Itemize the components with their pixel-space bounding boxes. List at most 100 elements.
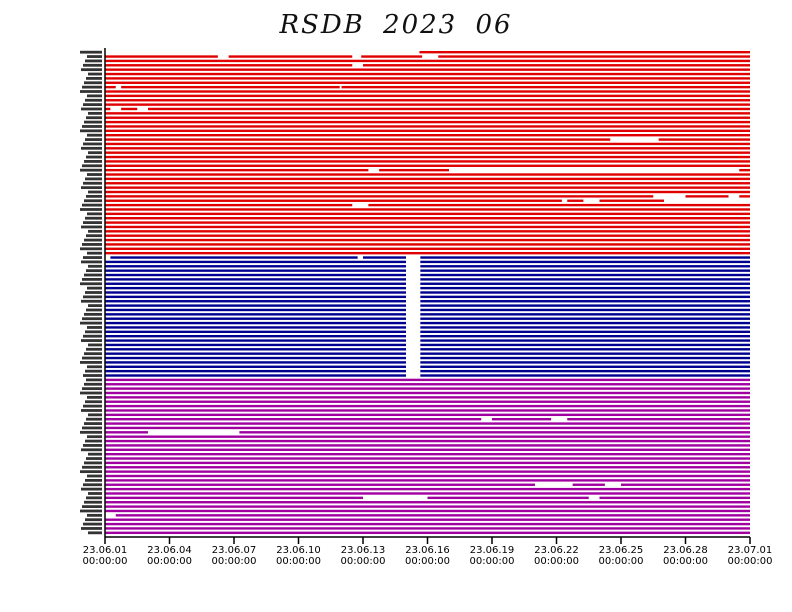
data-bar-g2-row20-seg1 [105,339,406,342]
data-bar-g2-row24-seg1 [105,356,406,360]
data-bar-g2-row9-seg1 [105,291,406,294]
data-bar-g3-row21-seg1 [105,466,750,469]
data-bar-g2-row11-seg2 [420,300,750,303]
station-label-g3-row1 [86,378,102,382]
data-bar-g1-row5-seg1 [105,68,750,71]
data-bar-g1-row30-seg1 [105,177,750,181]
data-bar-g1-row42-seg1 [105,230,750,233]
data-bar-g3-row22-seg1 [105,470,750,473]
data-bar-g2-row6-seg2 [420,278,750,281]
station-label-g1-row30 [85,177,102,181]
data-bar-g1-row36-seg1 [105,203,353,207]
data-bar-g2-row28-seg1 [105,374,406,377]
data-bar-g2-row5-seg2 [420,273,750,277]
station-label-g1-row18 [82,125,102,128]
data-bar-g2-row22-seg2 [420,348,750,351]
station-label-g1-row24 [88,151,102,155]
x-tick-time-6: 00:00:00 [405,556,450,567]
station-label-g2-row8 [87,286,102,290]
data-bar-g2-row2-seg2 [420,260,750,264]
data-bar-g1-row2-seg3 [361,55,423,58]
data-bar-g3-row30-seg1 [105,505,750,508]
data-bar-g2-row14-seg2 [420,313,750,316]
station-label-g1-row5 [81,68,102,72]
data-bar-g3-row5-seg1 [105,396,750,399]
station-label-g1-row12 [85,98,102,102]
data-bar-g3-row16-seg1 [105,444,750,447]
data-bar-g3-row28-seg2 [427,496,589,500]
station-label-g2-row4 [86,269,102,273]
station-label-g1-row39 [85,216,102,220]
data-bar-g3-row6-seg1 [105,400,750,403]
station-label-g1-row41 [81,225,102,229]
data-bar-g3-row9-seg1 [105,413,750,417]
station-label-g3-row5 [87,395,102,399]
data-bar-g1-row8-seg1 [105,81,750,84]
station-label-g3-row18 [88,452,102,456]
data-bar-g3-row24-seg1 [105,479,750,482]
station-label-g3-row23 [87,474,102,478]
x-tick-date-7: 23.06.19 [470,545,515,556]
station-label-g3-row7 [83,404,102,408]
data-bar-g2-row7-seg1 [105,282,406,285]
station-label-g2-row28 [83,374,102,377]
station-label-g1-row3 [85,59,102,63]
station-label-g3-row4 [80,391,102,395]
station-label-g2-row22 [86,347,102,351]
station-label-g3-row29 [84,500,102,504]
station-label-g1-row45 [82,243,102,246]
data-bar-g2-row14-seg1 [105,313,406,316]
station-label-g2-row25 [80,361,102,364]
data-bar-g2-row25-seg1 [105,361,406,364]
data-bar-g2-row10-seg1 [105,295,406,299]
station-label-g1-row37 [80,208,102,211]
station-label-g1-row38 [87,212,102,216]
station-label-g1-row2 [87,55,102,58]
data-bar-g2-row16-seg2 [420,321,750,325]
data-bar-g2-row11-seg1 [105,300,406,303]
x-tick-time-10: 00:00:00 [663,556,708,567]
data-bar-g3-row4-seg1 [105,391,750,395]
data-bar-g3-row10-seg1 [105,418,482,421]
data-bar-g2-row12-seg2 [420,304,750,307]
station-label-g1-row26 [84,160,102,163]
data-bar-g3-row10-seg3 [567,418,750,421]
data-bar-g1-row34-seg3 [739,195,750,198]
data-bar-g3-row33-seg1 [105,518,750,521]
data-bar-g1-row21-seg2 [658,138,751,141]
data-bar-g2-row6-seg1 [105,278,406,281]
data-bar-g1-row39-seg1 [105,217,750,220]
data-bar-g1-row44-seg1 [105,238,750,242]
data-bar-g1-row25-seg1 [105,155,750,159]
data-bar-g1-row33-seg1 [105,190,750,194]
data-bar-g1-row26-seg1 [105,160,750,163]
station-group-3 [80,378,751,535]
data-bar-g3-row27-seg1 [105,492,750,495]
data-bar-g3-row28-seg1 [105,496,363,500]
data-bar-g1-row24-seg1 [105,151,750,154]
station-label-g2-row13 [86,308,102,312]
x-tick-time-9: 00:00:00 [599,556,644,567]
station-label-g3-row2 [84,382,102,386]
data-bar-g2-row23-seg2 [420,352,750,355]
data-bar-g1-row19-seg1 [105,129,750,133]
data-bar-g2-row7-seg2 [420,282,750,285]
station-label-g1-row40 [83,221,102,224]
station-label-g1-row28 [80,168,102,172]
data-bar-g3-row13-seg2 [239,431,751,434]
data-bar-g1-row45-seg1 [105,243,750,246]
station-label-g1-row33 [88,190,102,194]
station-label-g2-row26 [87,365,102,369]
station-label-g3-row12 [82,426,102,430]
x-tick-date-8: 23.06.22 [534,545,579,556]
station-label-g1-row1 [80,50,102,54]
data-bar-g2-row20-seg2 [420,339,750,342]
station-label-g2-row12 [88,304,102,308]
data-bar-g1-row28-seg1 [105,168,369,172]
station-label-g1-row47 [87,251,102,255]
data-bar-g2-row26-seg2 [420,365,750,368]
station-label-g3-row16 [83,444,102,447]
x-tick-date-1: 23.06.01 [83,545,128,556]
data-bar-g1-row35-seg1 [105,199,562,202]
